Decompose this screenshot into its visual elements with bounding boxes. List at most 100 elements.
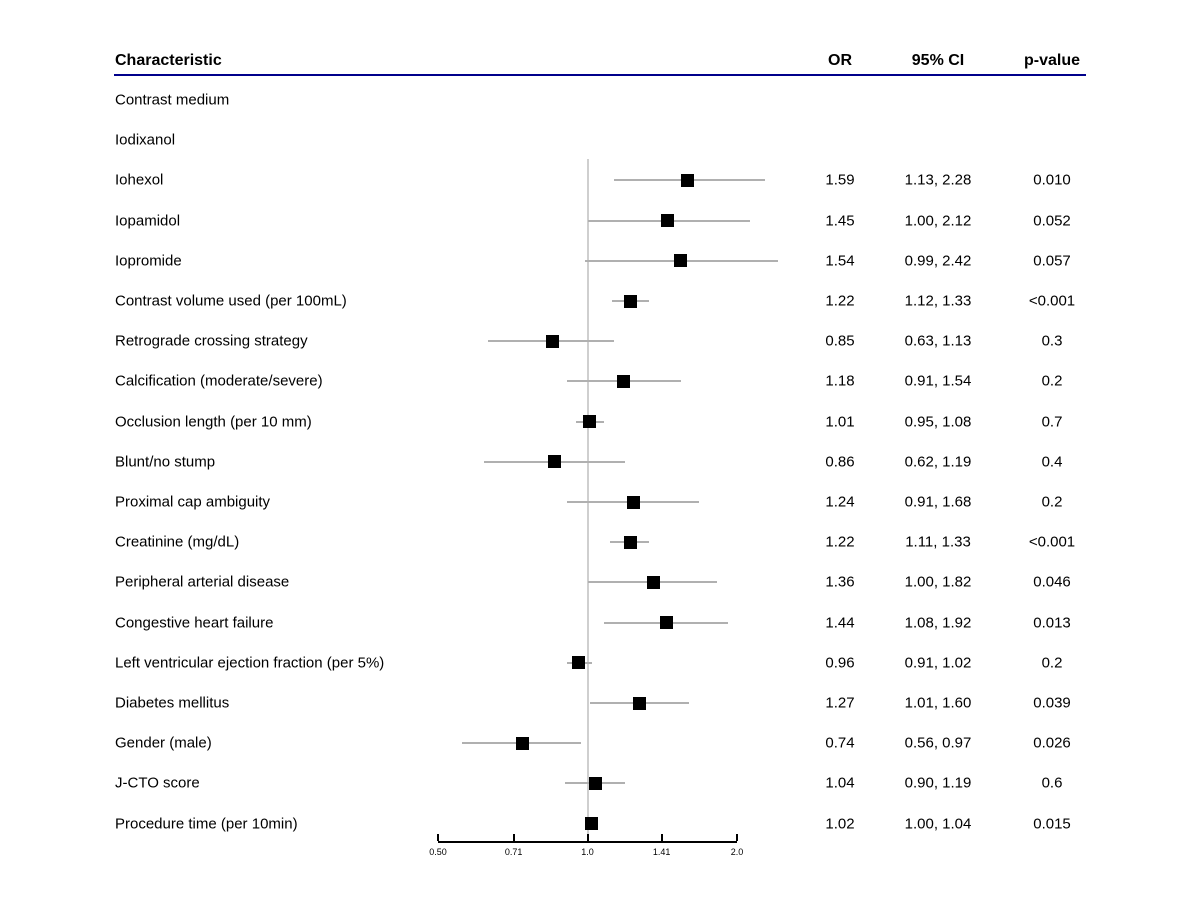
row-label: Iopamidol <box>115 212 181 230</box>
p-value: 0.2 <box>1041 372 1063 390</box>
ci-value: 1.01, 1.60 <box>904 694 972 712</box>
p-value: 0.2 <box>1041 493 1063 511</box>
p-value: 0.015 <box>1033 815 1071 833</box>
ci-value: 1.08, 1.92 <box>904 614 972 632</box>
row-label: Iopromide <box>115 252 182 270</box>
or-value: 1.22 <box>825 292 855 310</box>
ci-value: 0.91, 1.54 <box>904 372 972 390</box>
ci-value: 1.00, 1.82 <box>904 573 972 591</box>
column-header-pvalue: p-value <box>1023 52 1081 69</box>
ci-value: 1.00, 2.12 <box>904 212 972 230</box>
x-axis-tick-label: 0.71 <box>504 847 523 857</box>
column-header-characteristic: Characteristic <box>115 52 222 69</box>
ci-value: 0.56, 0.97 <box>904 734 972 752</box>
column-header-or: OR <box>828 52 852 69</box>
row-label: Calcification (moderate/severe) <box>115 372 323 390</box>
p-value: 0.026 <box>1033 734 1071 752</box>
or-value: 1.45 <box>825 212 855 230</box>
or-value: 0.86 <box>825 453 855 471</box>
or-value: 0.74 <box>825 734 855 752</box>
row-label: Contrast volume used (per 100mL) <box>115 292 347 310</box>
or-value: 0.96 <box>825 654 855 672</box>
or-value: 1.24 <box>825 493 855 511</box>
x-axis-line <box>438 841 737 843</box>
or-value: 1.59 <box>825 171 855 189</box>
p-value: 0.013 <box>1033 614 1071 632</box>
or-point-marker <box>632 696 646 710</box>
p-value: 0.2 <box>1041 654 1063 672</box>
or-value: 1.27 <box>825 694 855 712</box>
row-label: Gender (male) <box>115 734 212 752</box>
or-value: 1.02 <box>825 815 855 833</box>
row-label: Proximal cap ambiguity <box>115 493 271 511</box>
header-rule <box>114 74 1086 76</box>
x-axis-tick <box>512 834 515 841</box>
ci-value: 0.99, 2.42 <box>904 252 972 270</box>
row-label: Procedure time (per 10min) <box>115 815 298 833</box>
or-point-marker <box>659 616 673 630</box>
or-point-marker <box>681 173 695 187</box>
x-axis-tick <box>586 834 589 841</box>
ci-value: 1.11, 1.33 <box>905 533 971 551</box>
p-value: 0.4 <box>1041 453 1063 471</box>
row-label: Congestive heart failure <box>115 614 274 632</box>
x-axis-tick-label: 1.0 <box>581 847 594 857</box>
or-point-marker <box>623 294 637 308</box>
or-value: 1.04 <box>825 774 855 792</box>
or-value: 1.01 <box>825 413 855 431</box>
x-axis-tick <box>437 834 439 841</box>
row-label: Occlusion length (per 10 mm) <box>115 413 312 431</box>
row-label: Left ventricular ejection fraction (per … <box>115 654 385 672</box>
ci-value: 0.91, 1.68 <box>904 493 972 511</box>
or-point-marker <box>545 334 559 348</box>
or-point-marker <box>616 374 630 388</box>
or-point-marker <box>585 817 599 831</box>
ci-value: 1.00, 1.04 <box>904 815 972 833</box>
ci-value: 0.95, 1.08 <box>904 413 972 431</box>
or-value: 1.54 <box>825 252 855 270</box>
or-point-marker <box>516 736 530 750</box>
or-value: 1.44 <box>825 614 855 632</box>
or-value: 1.36 <box>825 573 855 591</box>
x-axis-tick <box>660 834 663 841</box>
row-label: Diabetes mellitus <box>115 694 230 712</box>
p-value: 0.3 <box>1041 332 1063 350</box>
reference-line <box>586 159 589 841</box>
p-value: 0.046 <box>1033 573 1071 591</box>
or-value: 1.22 <box>825 533 855 551</box>
ci-value: 0.62, 1.19 <box>904 453 972 471</box>
ci-value: 0.63, 1.13 <box>904 332 972 350</box>
row-label: Retrograde crossing strategy <box>115 332 308 350</box>
row-label: Creatinine (mg/dL) <box>115 533 240 551</box>
p-value: 0.6 <box>1041 774 1063 792</box>
p-value: 0.7 <box>1041 413 1063 431</box>
column-header-ci: 95% CI <box>911 52 965 69</box>
or-point-marker <box>623 535 637 549</box>
row-label: Iohexol <box>115 171 164 189</box>
or-point-marker <box>583 415 597 429</box>
or-point-marker <box>647 575 661 589</box>
p-value: 0.010 <box>1033 171 1071 189</box>
ci-value: 0.91, 1.02 <box>904 654 972 672</box>
ci-value: 0.90, 1.19 <box>904 774 972 792</box>
or-point-marker <box>548 455 562 469</box>
row-label: Contrast medium <box>115 91 230 109</box>
row-label: Blunt/no stump <box>115 453 216 471</box>
x-axis-tick-label: 0.50 <box>429 847 447 857</box>
or-value: 0.85 <box>825 332 855 350</box>
or-point-marker <box>589 776 603 790</box>
or-point-marker <box>627 495 641 509</box>
ci-value: 1.12, 1.33 <box>904 292 972 310</box>
row-label: Peripheral arterial disease <box>115 573 290 591</box>
or-point-marker <box>572 656 586 670</box>
ci-value: 1.13, 2.28 <box>904 171 972 189</box>
p-value: <0.001 <box>1028 533 1076 551</box>
or-point-marker <box>661 214 675 228</box>
or-point-marker <box>674 254 688 268</box>
p-value: 0.039 <box>1033 694 1071 712</box>
or-value: 1.18 <box>825 372 855 390</box>
row-label: Iodixanol <box>115 131 176 149</box>
row-label: J-CTO score <box>115 774 200 792</box>
x-axis-tick-label: 1.41 <box>652 847 671 857</box>
